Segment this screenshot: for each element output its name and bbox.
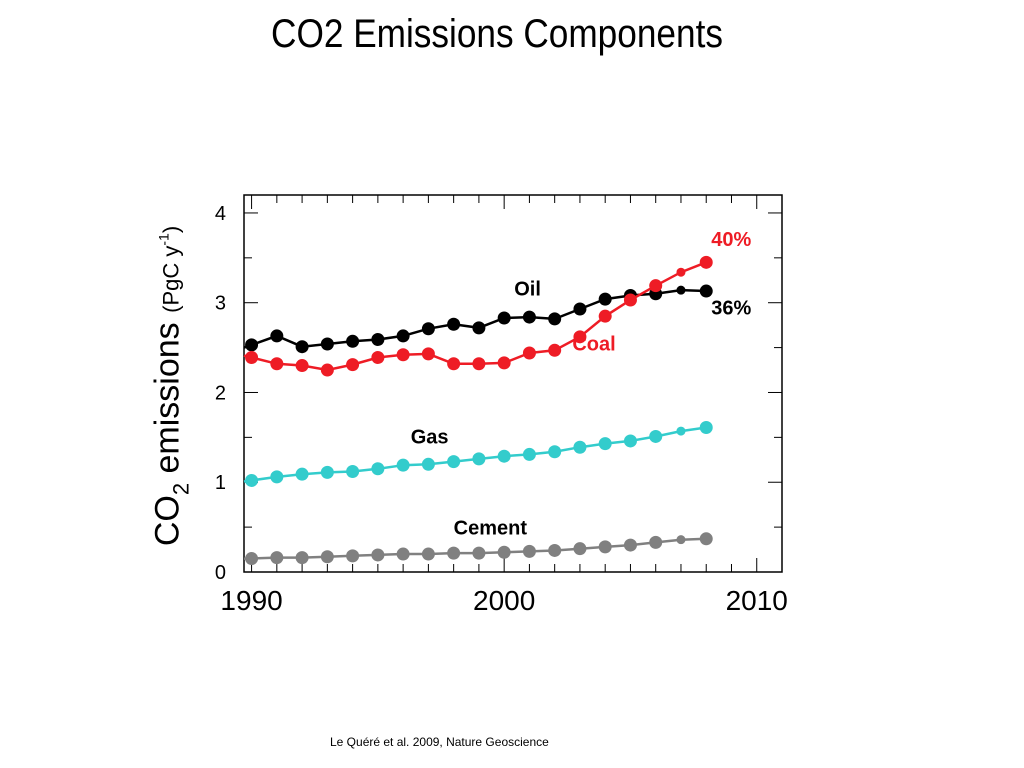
coal-point xyxy=(295,359,309,373)
x-tick-label: 2000 xyxy=(473,585,535,616)
coal-point xyxy=(649,279,663,293)
annotation-coal: Coal xyxy=(572,333,615,355)
oil-point xyxy=(245,338,259,352)
gas-point xyxy=(396,458,410,472)
coal-point xyxy=(497,356,511,370)
coal-point xyxy=(320,363,334,377)
cement-point xyxy=(346,549,360,563)
gas-point xyxy=(320,465,334,479)
gas-point xyxy=(497,449,511,463)
oil-point xyxy=(447,317,461,331)
coal-point xyxy=(270,357,284,371)
coal-point xyxy=(623,293,637,307)
plot-frame xyxy=(243,194,783,573)
cement-point xyxy=(270,551,284,565)
cement-point xyxy=(699,532,713,546)
cement-point xyxy=(497,545,511,559)
cement-point xyxy=(371,548,385,562)
cement-point xyxy=(245,552,259,566)
oil-point xyxy=(548,312,562,326)
cement-point xyxy=(623,538,637,552)
y-tick-label: 3 xyxy=(215,293,226,315)
gas-point xyxy=(472,452,486,466)
coal-point xyxy=(447,357,461,371)
oil-point xyxy=(699,284,713,298)
coal-point xyxy=(346,358,360,372)
gas-point xyxy=(548,445,562,459)
oil-point xyxy=(295,340,309,354)
chart-title: CO2 Emissions Components xyxy=(271,12,723,56)
gas-point xyxy=(270,470,284,484)
gas-point xyxy=(676,426,686,436)
gas-point xyxy=(371,462,385,476)
cement-point xyxy=(447,546,461,560)
cement-point xyxy=(421,547,435,561)
gas-point xyxy=(447,455,461,469)
gas-point xyxy=(699,420,713,434)
oil-point xyxy=(270,329,284,343)
coal-point xyxy=(522,346,536,360)
oil-point xyxy=(320,337,334,351)
coal-point xyxy=(396,348,410,362)
y-tick-label: 0 xyxy=(215,562,226,584)
coal-point xyxy=(371,350,385,364)
cement-point xyxy=(396,547,410,561)
annotation-36pct: 36% xyxy=(711,297,751,319)
cement-point xyxy=(598,540,612,554)
annotation-gas: Gas xyxy=(411,427,449,449)
y-tick-label: 1 xyxy=(215,472,226,494)
cement-point xyxy=(522,544,536,558)
cement-point xyxy=(548,543,562,557)
annotation-cement: Cement xyxy=(454,517,528,539)
gas-point xyxy=(346,464,360,478)
coal-point xyxy=(573,330,587,344)
oil-point xyxy=(598,292,612,306)
x-tick-label: 2010 xyxy=(726,585,788,616)
cement-point xyxy=(649,535,663,549)
coal-point xyxy=(548,343,562,357)
coal-point xyxy=(421,347,435,361)
coal-point xyxy=(598,309,612,323)
source-citation: Le Quéré et al. 2009, Nature Geoscience xyxy=(330,735,549,749)
x-tick-label: 1990 xyxy=(220,585,282,616)
oil-point xyxy=(472,321,486,335)
cement-point xyxy=(472,546,486,560)
oil-point xyxy=(371,333,385,347)
coal-point xyxy=(245,350,259,364)
coal-point xyxy=(676,267,686,277)
coal-point xyxy=(472,357,486,371)
oil-point xyxy=(676,285,686,295)
gas-point xyxy=(295,467,309,481)
cement-point xyxy=(320,550,334,564)
oil-point xyxy=(396,329,410,343)
gas-point xyxy=(573,440,587,454)
oil-line xyxy=(243,288,707,349)
gas-point xyxy=(649,429,663,443)
gas-point xyxy=(623,434,637,448)
gas-point xyxy=(598,437,612,451)
cement-point xyxy=(676,535,686,545)
gas-point xyxy=(522,447,536,461)
annotation-oil: Oil xyxy=(514,279,541,301)
oil-point xyxy=(346,334,360,348)
gas-point xyxy=(245,473,259,487)
oil-point xyxy=(573,302,587,316)
gas-point xyxy=(421,457,435,471)
oil-point xyxy=(497,311,511,325)
oil-point xyxy=(421,322,435,336)
oil-point xyxy=(522,310,536,324)
annotation-40pct: 40% xyxy=(711,229,751,251)
y-tick-label: 2 xyxy=(215,382,226,404)
cement-point xyxy=(573,542,587,556)
cement-point xyxy=(295,551,309,565)
coal-line xyxy=(243,261,707,372)
coal-point xyxy=(699,255,713,269)
y-tick-label: 4 xyxy=(215,203,226,225)
